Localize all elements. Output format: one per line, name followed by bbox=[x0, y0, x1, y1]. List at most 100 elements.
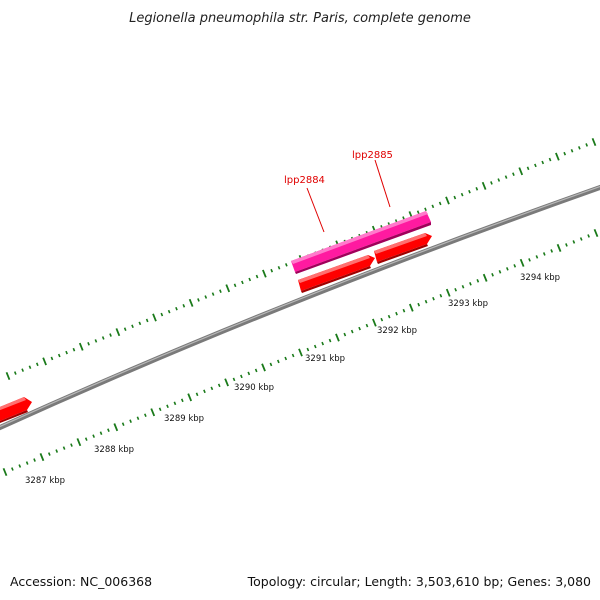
minor-tick bbox=[173, 401, 177, 406]
minor-tick bbox=[424, 299, 428, 304]
minor-tick bbox=[416, 210, 420, 214]
minor-tick bbox=[247, 371, 251, 376]
reverse-gene-left-edge[interactable] bbox=[0, 397, 32, 425]
minor-tick bbox=[306, 347, 310, 352]
scale-label-3287: 3287 kbp bbox=[25, 476, 65, 486]
minor-tick bbox=[321, 341, 325, 346]
major-tick bbox=[298, 348, 303, 357]
minor-tick bbox=[475, 187, 479, 191]
lpp2885-leader-line bbox=[374, 159, 391, 208]
minor-tick bbox=[476, 279, 480, 283]
genome-summary-text: Topology: circular; Length: 3,503,610 bp… bbox=[247, 574, 591, 589]
scale-label-3294: 3294 kbp bbox=[520, 273, 560, 283]
minor-tick bbox=[528, 258, 531, 262]
minor-tick bbox=[548, 157, 552, 162]
minor-tick bbox=[55, 449, 59, 453]
minor-tick bbox=[491, 273, 494, 277]
accession-text: Accession: NC_006368 bbox=[10, 574, 152, 589]
minor-tick bbox=[343, 332, 347, 337]
minor-tick bbox=[50, 356, 54, 361]
minor-tick bbox=[254, 368, 258, 373]
major-tick bbox=[150, 408, 156, 417]
minor-tick bbox=[101, 336, 105, 340]
minor-tick bbox=[563, 151, 567, 156]
scale-label-3293: 3293 kbp bbox=[448, 299, 488, 309]
gene-label-lpp2885[interactable]: lpp2885 bbox=[352, 150, 393, 161]
minor-tick bbox=[203, 389, 206, 394]
minor-tick bbox=[21, 368, 24, 372]
minor-tick bbox=[167, 309, 171, 314]
major-tick bbox=[42, 357, 47, 366]
minor-tick bbox=[248, 277, 252, 282]
minor-tick bbox=[513, 264, 517, 268]
minor-tick bbox=[204, 295, 208, 299]
minor-tick bbox=[291, 353, 295, 358]
minor-tick bbox=[219, 289, 222, 293]
minor-tick bbox=[380, 317, 384, 322]
minor-tick bbox=[417, 302, 421, 307]
major-tick bbox=[593, 228, 599, 238]
minor-tick bbox=[109, 333, 112, 337]
minor-tick bbox=[535, 255, 539, 259]
major-tick bbox=[76, 438, 82, 447]
scale-label-3291: 3291 kbp bbox=[305, 354, 345, 364]
minor-tick bbox=[526, 166, 530, 171]
major-tick bbox=[518, 167, 524, 176]
minor-tick bbox=[129, 419, 132, 423]
major-tick bbox=[5, 371, 11, 381]
minor-tick bbox=[498, 270, 502, 274]
minor-tick bbox=[431, 204, 435, 209]
minor-tick bbox=[65, 350, 68, 355]
minor-tick bbox=[587, 234, 590, 238]
major-tick bbox=[481, 181, 487, 190]
minor-tick bbox=[572, 240, 576, 244]
minor-tick bbox=[241, 280, 244, 285]
reverse-gene-lpp2884[interactable] bbox=[298, 255, 375, 293]
scale-label-3289: 3289 kbp bbox=[164, 414, 204, 424]
genome-backbone-highlight bbox=[0, 185, 600, 428]
scale-label-3288: 3288 kbp bbox=[94, 445, 134, 455]
minor-tick bbox=[269, 362, 273, 367]
minor-tick bbox=[123, 327, 127, 331]
minor-tick bbox=[438, 201, 442, 206]
minor-tick bbox=[497, 178, 501, 182]
major-tick bbox=[224, 378, 229, 387]
forward-gene-lpp2885[interactable] bbox=[291, 211, 431, 274]
minor-tick bbox=[11, 467, 14, 471]
minor-tick bbox=[28, 365, 32, 370]
minor-tick bbox=[585, 143, 589, 147]
minor-tick bbox=[87, 342, 90, 346]
minor-tick bbox=[47, 452, 51, 456]
minor-tick bbox=[490, 181, 493, 185]
minor-tick bbox=[92, 434, 95, 438]
minor-tick bbox=[402, 216, 405, 220]
major-tick bbox=[187, 393, 193, 402]
reverse-gene-next[interactable] bbox=[374, 233, 432, 264]
gene-label-lpp2884[interactable]: lpp2884 bbox=[284, 175, 325, 186]
major-tick bbox=[556, 243, 562, 252]
minor-tick bbox=[387, 314, 391, 319]
minor-tick bbox=[72, 347, 76, 352]
scale-label-3292: 3292 kbp bbox=[377, 326, 417, 336]
minor-tick bbox=[285, 263, 288, 267]
minor-tick bbox=[276, 359, 280, 364]
major-tick bbox=[591, 137, 597, 147]
map-title: Legionella pneumophila str. Paris, compl… bbox=[129, 11, 471, 26]
minor-tick bbox=[565, 243, 568, 247]
minor-tick bbox=[570, 148, 574, 153]
minor-tick bbox=[468, 189, 471, 194]
minor-tick bbox=[160, 312, 164, 317]
minor-tick bbox=[94, 339, 98, 343]
inner-tick-ring bbox=[2, 228, 599, 477]
minor-tick bbox=[211, 292, 215, 296]
minor-tick bbox=[136, 416, 140, 421]
minor-tick bbox=[255, 274, 259, 279]
minor-tick bbox=[35, 362, 39, 367]
minor-tick bbox=[512, 172, 515, 176]
minor-tick bbox=[541, 160, 545, 165]
minor-tick bbox=[13, 371, 17, 375]
minor-tick bbox=[197, 298, 200, 302]
minor-tick bbox=[158, 407, 162, 412]
minor-tick bbox=[542, 252, 546, 256]
